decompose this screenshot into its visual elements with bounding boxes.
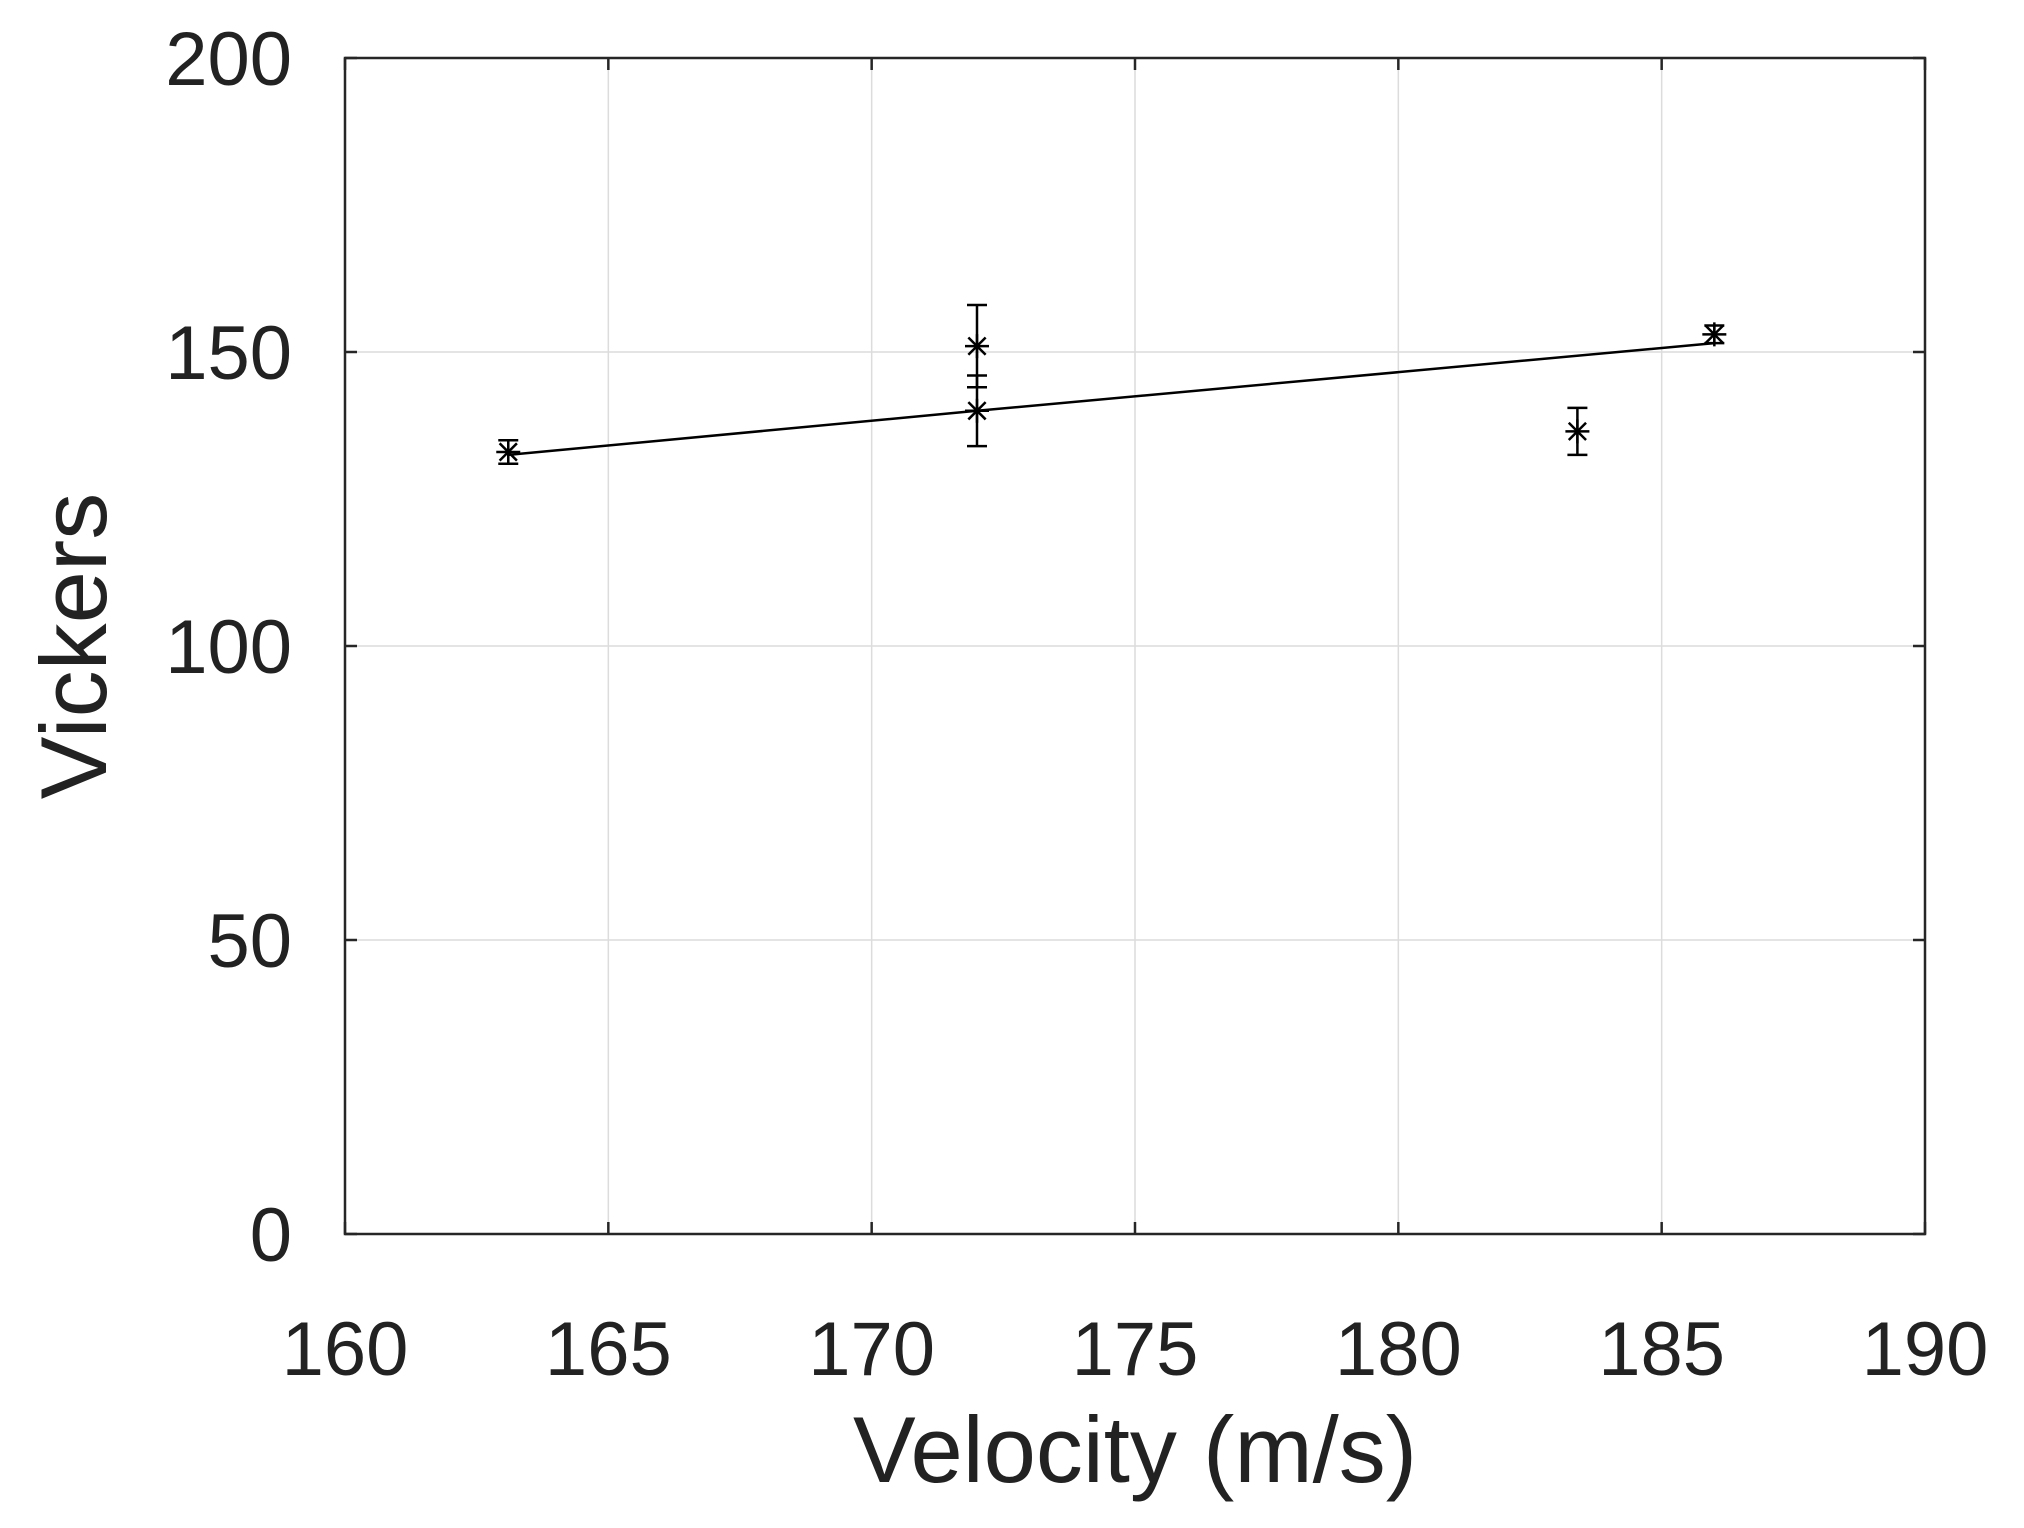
ticks-layer: 160 165 170 175 180 185 190 0 50 100 150 200 bbox=[165, 17, 1988, 1392]
points-layer bbox=[496, 303, 1727, 465]
y-axis-label: Vickers bbox=[21, 493, 126, 799]
y-tick-label: 0 bbox=[250, 1193, 292, 1278]
asterisk-marker bbox=[1567, 421, 1587, 441]
fit-layer bbox=[508, 341, 1715, 457]
y-tick-label: 50 bbox=[207, 899, 292, 984]
y-tick-label: 100 bbox=[165, 605, 292, 690]
grid-layer bbox=[345, 58, 1925, 1234]
x-tick-label: 175 bbox=[1072, 1307, 1199, 1392]
data-point bbox=[1702, 322, 1727, 347]
asterisk-marker bbox=[498, 442, 518, 462]
x-tick-label: 190 bbox=[1862, 1307, 1989, 1392]
asterisk-marker bbox=[1704, 324, 1724, 344]
x-tick-label: 185 bbox=[1598, 1307, 1725, 1392]
x-axis-label: Velocity (m/s) bbox=[853, 1397, 1417, 1502]
asterisk-marker bbox=[967, 336, 987, 356]
x-tick-label: 180 bbox=[1335, 1307, 1462, 1392]
data-point bbox=[496, 438, 521, 465]
fit-line bbox=[508, 341, 1715, 457]
y-tick-label: 150 bbox=[165, 311, 292, 396]
x-tick-label: 165 bbox=[545, 1307, 672, 1392]
x-tick-label: 170 bbox=[808, 1307, 935, 1392]
data-point bbox=[965, 374, 989, 448]
x-tick-label: 160 bbox=[282, 1307, 409, 1392]
data-point bbox=[1565, 406, 1590, 457]
asterisk-marker bbox=[967, 401, 987, 421]
y-tick-label: 200 bbox=[165, 17, 292, 102]
